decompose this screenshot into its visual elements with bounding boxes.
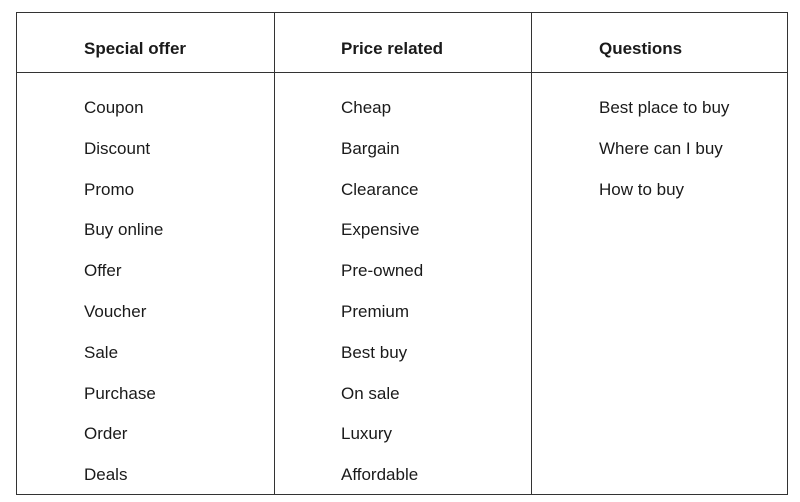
table-cell: Coupon	[84, 98, 144, 117]
table-cell: Luxury	[341, 424, 393, 444]
table-cell: Pre-owned	[341, 261, 424, 281]
table-cell: Where can I buy	[599, 138, 723, 158]
column-divider	[274, 13, 275, 494]
table-cell: Best place to buy	[599, 98, 730, 117]
column-header: Price related	[341, 39, 444, 58]
table-cell: Purchase	[84, 383, 156, 403]
table-cell: Promo	[84, 179, 135, 199]
table-cell: Discount	[84, 138, 151, 158]
table-cell: Sale	[84, 342, 119, 362]
column-divider	[531, 13, 532, 494]
table-cell: Affordable	[341, 465, 419, 485]
table-cell: Deals	[84, 465, 128, 485]
table-cell: Buy online	[84, 220, 164, 240]
column-header: Questions	[599, 39, 683, 58]
header-divider	[17, 72, 787, 73]
table-cell: Best buy	[341, 342, 408, 362]
table-cell: Bargain	[341, 138, 400, 158]
table-cell: Cheap	[341, 98, 392, 117]
table-cell: Offer	[84, 261, 122, 281]
table-cell: Premium	[341, 302, 410, 321]
table-cell: On sale	[341, 383, 400, 403]
table-cell: Voucher	[84, 302, 147, 321]
table-cell: Expensive	[341, 220, 420, 240]
table-cell: Clearance	[341, 179, 419, 199]
table-cell: How to buy	[599, 179, 685, 199]
table-cell: Order	[84, 424, 128, 444]
column-header: Special offer	[84, 39, 187, 58]
keyword-table: Special offer Coupon Discount Promo Buy onl…	[16, 12, 788, 495]
